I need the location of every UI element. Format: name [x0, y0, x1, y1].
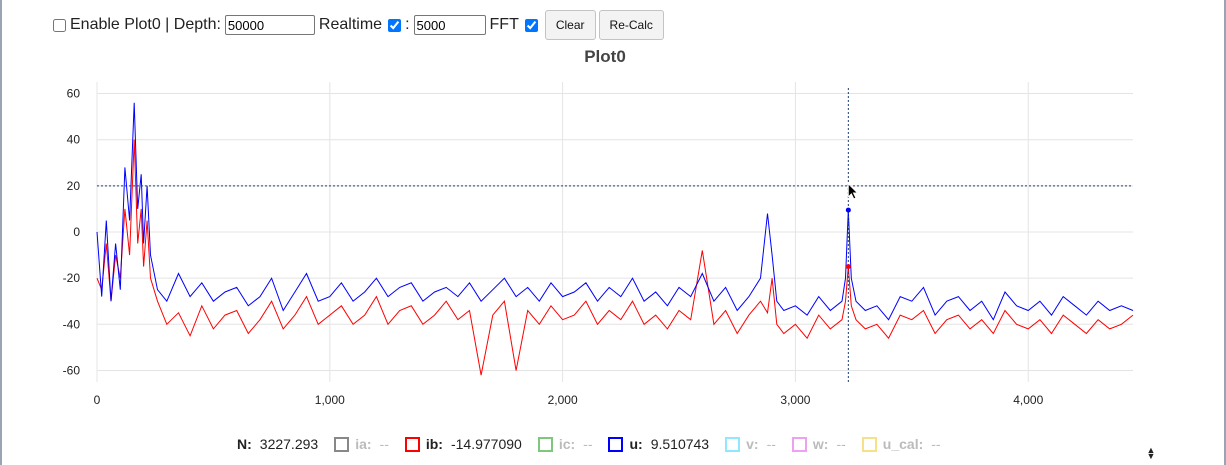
legend-value: 9.510743: [650, 436, 710, 452]
x-tick-label: 0: [94, 393, 101, 407]
realtime-separator: :: [405, 16, 410, 33]
legend-value: --: [931, 436, 941, 452]
recalc-button[interactable]: Re-Calc: [598, 10, 664, 40]
legend-color-box[interactable]: [608, 436, 624, 452]
legend-value: 3227.293: [259, 436, 319, 452]
x-tick-label: 3,000: [780, 393, 810, 407]
legend-color-box[interactable]: [537, 436, 553, 452]
legend-item-ib[interactable]: ib: -14.977090: [404, 436, 522, 452]
legend-value: --: [766, 436, 776, 452]
y-tick-label: 0: [73, 225, 80, 239]
legend-color-box[interactable]: [404, 436, 420, 452]
legend-value: --: [583, 436, 593, 452]
y-tick-label: 40: [67, 133, 81, 147]
fft-label: FFT: [489, 16, 519, 33]
mouse-pointer-icon: [847, 182, 859, 200]
depth-input[interactable]: [224, 15, 315, 35]
realtime-label: Realtime: [318, 16, 383, 33]
y-tick-label: -20: [63, 271, 81, 285]
enable-plot-label: Enable Plot0 | Depth:: [70, 16, 221, 33]
series-line-ib: [96, 139, 1134, 376]
realtime-interval-input[interactable]: [413, 15, 486, 35]
legend: N: 3227.293 ia: -- ib: -14.977090 ic: -- u: 9.510…: [237, 436, 957, 452]
y-tick-label: 20: [67, 179, 81, 193]
fft-checkbox[interactable]: [524, 18, 538, 32]
legend-color-box[interactable]: [861, 436, 877, 452]
x-tick-label: 2,000: [548, 393, 578, 407]
resize-spinner-icon[interactable]: ▲ ▼: [1146, 445, 1156, 461]
legend-value: --: [836, 436, 846, 452]
realtime-checkbox[interactable]: [388, 18, 402, 32]
legend-label: ib:: [425, 436, 443, 452]
legend-label: v:: [746, 436, 759, 452]
window-frame-right: [1224, 0, 1226, 465]
window-frame-left: [0, 0, 2, 465]
legend-item-ia[interactable]: ia: --: [334, 436, 389, 452]
y-tick-label: -40: [63, 317, 81, 331]
x-tick-label: 1,000: [315, 393, 345, 407]
cursor-point-u: [845, 207, 851, 213]
toolbar: Enable Plot0 | Depth: Realtime : FFT Cle…: [52, 10, 664, 40]
legend-label: w:: [812, 436, 829, 452]
legend-item-w[interactable]: w: --: [791, 436, 846, 452]
cursor-point-ib: [845, 264, 851, 270]
legend-label: u_cal:: [882, 436, 924, 452]
plot-title: Plot0: [584, 47, 626, 66]
legend-value: -14.977090: [450, 436, 522, 452]
x-tick-label: 4,000: [1013, 393, 1043, 407]
legend-item-v[interactable]: v: --: [725, 436, 776, 452]
legend-color-box[interactable]: [791, 436, 807, 452]
legend-value: --: [379, 436, 389, 452]
y-tick-label: -60: [63, 363, 81, 377]
legend-item-u_cal[interactable]: u_cal: --: [861, 436, 941, 452]
legend-item-N: N: 3227.293: [237, 436, 318, 452]
enable-plot-checkbox[interactable]: [53, 18, 66, 32]
legend-label: N:: [237, 436, 252, 452]
legend-label: u:: [629, 436, 643, 452]
legend-item-ic[interactable]: ic: --: [537, 436, 593, 452]
legend-item-u[interactable]: u: 9.510743: [608, 436, 709, 452]
legend-color-box[interactable]: [334, 436, 350, 452]
y-tick-label: 60: [67, 87, 81, 101]
series-line-u: [96, 102, 1134, 321]
legend-color-box[interactable]: [725, 436, 741, 452]
clear-button[interactable]: Clear: [544, 10, 596, 40]
legend-label: ic:: [558, 436, 576, 452]
legend-label: ia:: [355, 436, 372, 452]
